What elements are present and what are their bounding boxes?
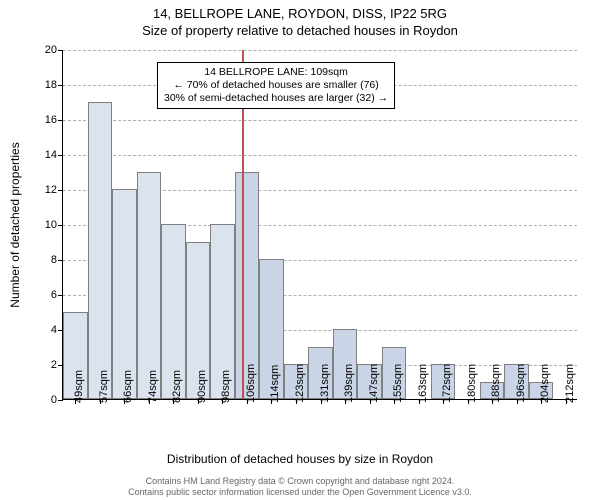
xtick-label: 204sqm — [539, 364, 551, 403]
xtick-label: 180sqm — [466, 364, 478, 403]
ytick-mark — [58, 295, 63, 296]
ytick-label: 8 — [51, 254, 57, 266]
chart-area: 0246810121416182049sqm57sqm66sqm74sqm82s… — [62, 50, 577, 400]
xtick-label: 57sqm — [98, 370, 110, 403]
xtick-label: 147sqm — [368, 364, 380, 403]
xtick-label: 123sqm — [294, 364, 306, 403]
xtick-label: 212sqm — [564, 364, 576, 403]
xtick-label: 106sqm — [245, 364, 257, 403]
callout-line: 14 BELLROPE LANE: 109sqm — [164, 66, 388, 79]
ytick-mark — [58, 225, 63, 226]
xtick-label: 98sqm — [220, 370, 232, 403]
chart-container: 14, BELLROPE LANE, ROYDON, DISS, IP22 5R… — [0, 0, 600, 500]
xtick-label: 196sqm — [515, 364, 527, 403]
ytick-mark — [58, 155, 63, 156]
xtick-label: 163sqm — [417, 364, 429, 403]
ytick-label: 16 — [45, 114, 57, 126]
histogram-bar — [137, 172, 162, 400]
ytick-label: 18 — [45, 79, 57, 91]
ytick-mark — [58, 50, 63, 51]
ytick-label: 2 — [51, 359, 57, 371]
footer-line-1: Contains HM Land Registry data © Crown c… — [0, 476, 600, 487]
chart-footer: Contains HM Land Registry data © Crown c… — [0, 476, 600, 499]
ytick-label: 12 — [45, 184, 57, 196]
xtick-label: 188sqm — [490, 364, 502, 403]
xtick-label: 155sqm — [392, 364, 404, 403]
gridline — [63, 120, 577, 121]
callout-line: ← 70% of detached houses are smaller (76… — [164, 79, 388, 92]
ytick-mark — [58, 85, 63, 86]
callout-box: 14 BELLROPE LANE: 109sqm← 70% of detache… — [157, 62, 395, 109]
y-axis-label: Number of detached properties — [8, 142, 22, 307]
xtick-label: 131sqm — [319, 364, 331, 403]
footer-line-2: Contains public sector information licen… — [0, 487, 600, 498]
xtick-label: 82sqm — [171, 370, 183, 403]
ytick-mark — [58, 400, 63, 401]
gridline — [63, 155, 577, 156]
xtick-label: 49sqm — [73, 370, 85, 403]
ytick-label: 4 — [51, 324, 57, 336]
xtick-label: 74sqm — [147, 370, 159, 403]
chart-plot: 0246810121416182049sqm57sqm66sqm74sqm82s… — [62, 50, 577, 400]
ytick-label: 14 — [45, 149, 57, 161]
x-axis-label: Distribution of detached houses by size … — [0, 452, 600, 466]
chart-title-main: 14, BELLROPE LANE, ROYDON, DISS, IP22 5R… — [0, 0, 600, 21]
ytick-label: 20 — [45, 44, 57, 56]
ytick-label: 10 — [45, 219, 57, 231]
ytick-mark — [58, 260, 63, 261]
chart-title-sub: Size of property relative to detached ho… — [0, 21, 600, 38]
ytick-label: 0 — [51, 394, 57, 406]
ytick-label: 6 — [51, 289, 57, 301]
ytick-mark — [58, 190, 63, 191]
callout-line: 30% of semi-detached houses are larger (… — [164, 92, 388, 105]
xtick-label: 114sqm — [269, 365, 281, 403]
gridline — [63, 50, 577, 51]
xtick-label: 172sqm — [441, 364, 453, 403]
ytick-mark — [58, 120, 63, 121]
xtick-label: 90sqm — [196, 370, 208, 403]
histogram-bar — [112, 189, 137, 399]
xtick-label: 66sqm — [122, 370, 134, 403]
histogram-bar — [88, 102, 113, 400]
xtick-label: 139sqm — [343, 364, 355, 403]
